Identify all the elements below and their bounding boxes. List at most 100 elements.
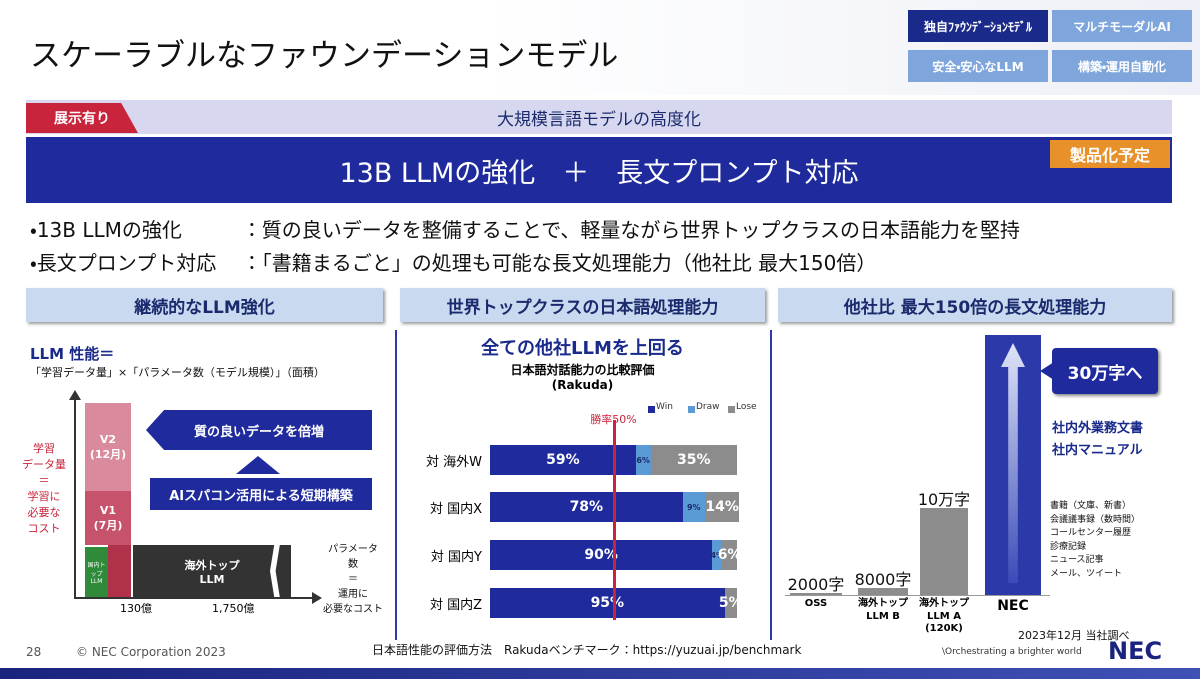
y-tick-label: 対 国内Z — [429, 598, 482, 613]
panel-title: 他社比 最大150倍の長文処理能力 — [778, 288, 1172, 322]
bar: 78% — [490, 492, 683, 522]
bullet-label: 長文プロンプト対応 — [36, 251, 217, 275]
legend-label: Draw — [696, 402, 720, 412]
nav-tab[interactable]: マルチモーダルAI — [1052, 10, 1192, 42]
tagline: \Orchestrating a brighter world — [942, 647, 1082, 657]
tag: 展示有り — [26, 103, 138, 133]
x-tick-label: 130億 — [120, 602, 152, 615]
annotation: 書籍（文庫、新書） 会議議事録（数時間） コールセンター履歴 診療記録 ニュース… — [1050, 501, 1141, 579]
data-label: 6% — [636, 455, 650, 465]
panel-title: 継続的なLLM強化 — [26, 288, 383, 322]
legend-swatch — [648, 406, 655, 413]
callout: AIスパコン活用による短期構築 — [150, 478, 372, 510]
x-tick-label: 1,750億 — [212, 602, 255, 615]
badge: 製品化予定 — [1050, 140, 1170, 168]
bar: 5% — [719, 588, 743, 618]
data-label: 35% — [677, 452, 711, 468]
bar — [858, 588, 908, 595]
bar: 4% — [710, 540, 725, 570]
break-mark — [270, 545, 280, 597]
bar: 35% — [650, 445, 737, 475]
page-number: 28 — [26, 645, 42, 659]
chart-title: 日本語対話能力の比較評価 — [510, 363, 655, 377]
panel-title: 世界トップクラスの日本語処理能力 — [400, 288, 765, 322]
nav-tab[interactable]: 安全・安心なLLM — [908, 50, 1048, 82]
x-tick-label: 海外トップ LLM A (120K) — [919, 598, 969, 634]
data-label: 30万字へ — [1052, 348, 1158, 394]
data-label: 2000字 — [787, 575, 845, 595]
data-label: 9% — [686, 502, 701, 512]
bullet-text: ：質の良いデータを整備することで、軽量ながら世界トップクラスの日本語能力を堅持 — [241, 218, 1021, 242]
block: V1 (7月) — [85, 491, 131, 545]
x-tick-label: OSS — [804, 598, 828, 609]
y-tick-label: 対 海外W — [426, 455, 482, 470]
legend-swatch — [728, 406, 735, 413]
logo: NEC — [1108, 637, 1163, 665]
nav-tab[interactable]: 構築・運用自動化 — [1052, 50, 1192, 82]
x-label: パラメータ 数 ＝ 運用に 必要なコスト — [323, 544, 383, 615]
callout: 質の良いデータを倍増 — [146, 410, 372, 450]
y-tick-label: 対 国内Y — [430, 550, 482, 565]
divider — [770, 330, 772, 640]
bar: 6% — [718, 540, 741, 570]
block: 海外トップ LLM — [133, 545, 291, 597]
legend-label: Lose — [736, 402, 757, 412]
nav-tab[interactable]: 独自ﾌｧｳﾝﾃﾞｰｼｮﾝﾓﾃﾞﾙ — [908, 10, 1048, 42]
legend-swatch — [688, 406, 695, 413]
block — [108, 545, 131, 597]
legend-label: Win — [656, 402, 673, 412]
reference-label: 勝率50% — [590, 413, 637, 426]
bullet: ・13B LLMの強化 ：質の良いデータを整備することで、軽量ながら世界トップクラ… — [30, 214, 1020, 243]
baseline — [785, 595, 1050, 596]
block: V2 (12月) — [85, 403, 131, 491]
bar: 59% — [490, 445, 636, 475]
x-tick-label: NEC — [997, 598, 1029, 614]
data-label: 78% — [569, 499, 604, 515]
y-tick-label: 対 国内X — [429, 502, 482, 517]
chart-subtitle: (Rakuda) — [551, 378, 614, 392]
divider — [395, 330, 397, 640]
panel-headline: 全ての他社LLMを上回る — [481, 338, 684, 359]
data-label: 90% — [584, 547, 618, 563]
annotation: 社内外業務文書 社内マニュアル — [1052, 421, 1144, 458]
y-label: 学習 データ量 ＝ 学習に 必要な コスト — [22, 442, 66, 535]
bullet-text: ：「書籍まるごと」の処理も可能な長文処理能力（他社比 最大150倍） — [241, 251, 877, 275]
footer-bar — [0, 668, 1200, 679]
data-label: 6% — [717, 547, 742, 563]
bar — [790, 593, 842, 595]
reference-line — [612, 420, 616, 620]
x-axis — [74, 597, 314, 599]
bar: 14% — [704, 492, 740, 522]
source: 2023年12月 当社調べ — [1018, 629, 1130, 642]
bar: 90% — [490, 540, 713, 570]
x-tick-label: 海外トップ LLM B — [858, 598, 908, 622]
data-label: 10万字 — [917, 490, 971, 510]
block: 国内トップ LLM — [85, 547, 108, 597]
bullet-label: 13B LLMの強化 — [36, 218, 182, 242]
bar: 95% — [490, 588, 725, 618]
bar: 9% — [682, 492, 705, 522]
data-label: 59% — [546, 452, 580, 468]
data-label: 5% — [718, 595, 743, 611]
axis-arrow — [69, 390, 81, 400]
data-label: 95% — [590, 595, 625, 611]
bar: 6% — [635, 445, 651, 475]
data-label: 8000字 — [854, 570, 912, 590]
callout-pointer — [1040, 362, 1054, 380]
data-label: 4% — [710, 550, 725, 560]
axis-arrow — [312, 592, 322, 604]
formula: 「学習データ量」×「パラメータ数（モデル規模）」（面積） — [30, 366, 325, 379]
footnote: 日本語性能の評価方法 Rakudaベンチマーク：https://yuzuai.j… — [372, 643, 802, 657]
bar — [920, 508, 968, 595]
y-axis — [74, 398, 76, 598]
subtitle-bar: 大規模言語モデルの高度化 — [26, 100, 1172, 134]
copyright: © NEC Corporation 2023 — [76, 645, 226, 659]
headline: 13B LLMの強化 ＋ 長文プロンプト対応 — [26, 137, 1172, 203]
formula-title: LLM 性能＝ — [30, 345, 115, 363]
data-label: 14% — [705, 499, 739, 515]
bullet: ・長文プロンプト対応 ：「書籍まるごと」の処理も可能な長文処理能力（他社比 最大1… — [30, 247, 876, 276]
slide-title: スケーラブルなファウンデーションモデル — [30, 38, 619, 74]
